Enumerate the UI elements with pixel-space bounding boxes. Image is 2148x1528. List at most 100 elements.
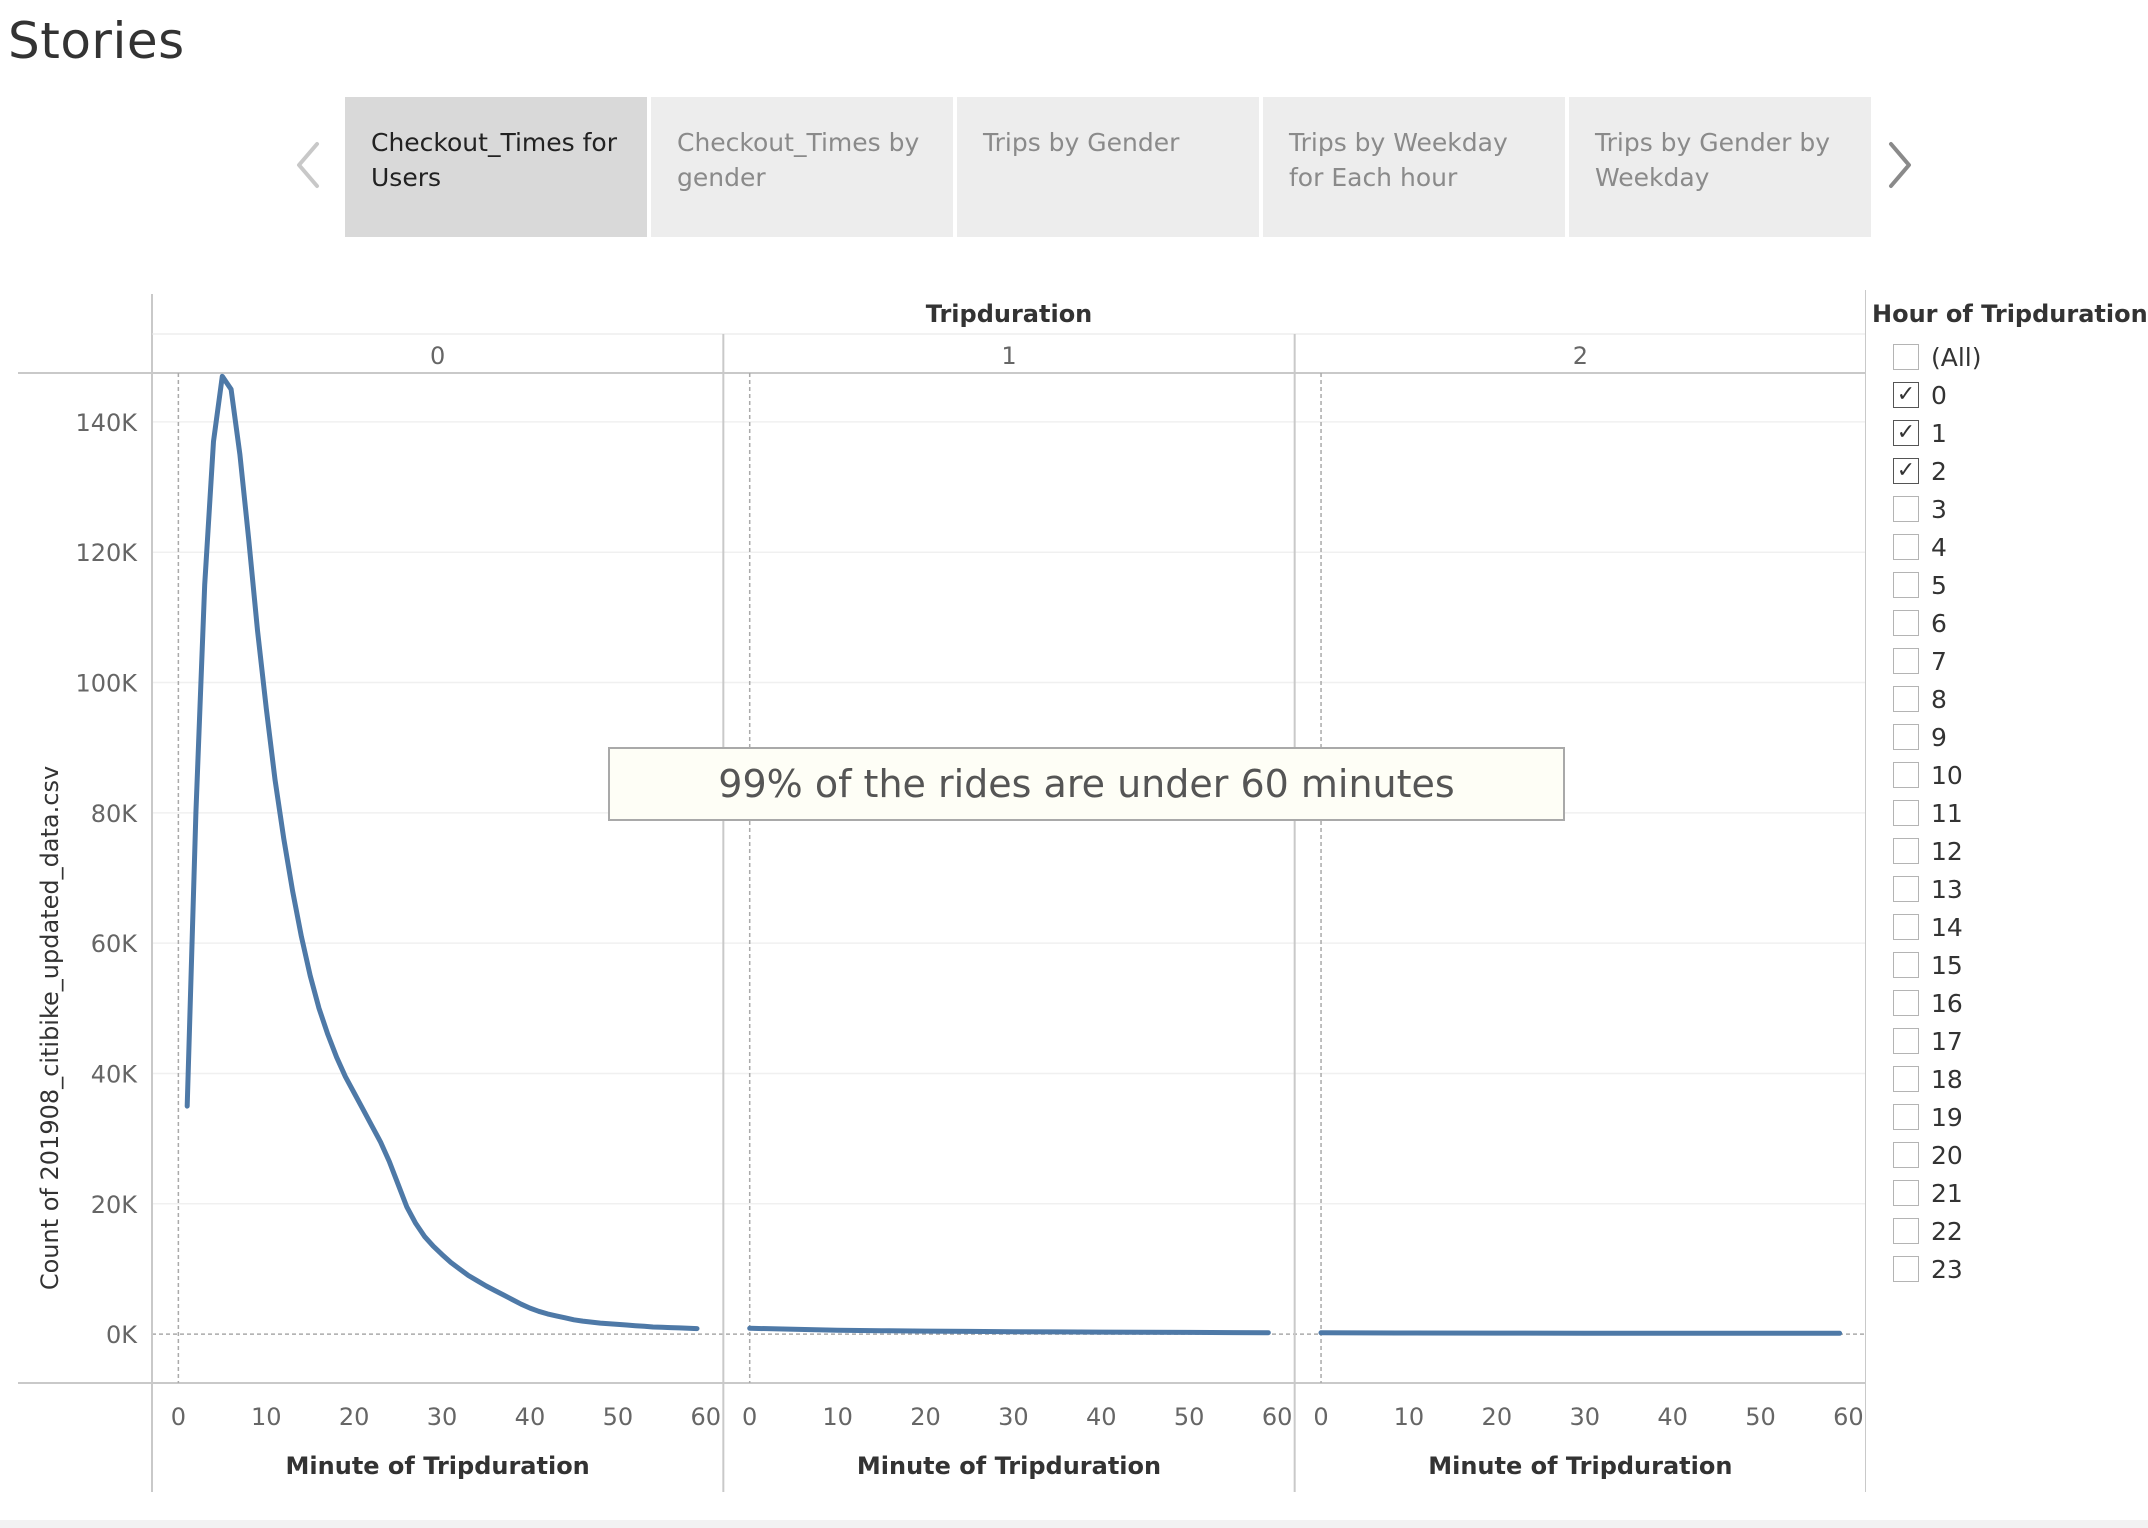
story-tab-trips-by-gender[interactable]: Trips by Gender <box>957 97 1259 237</box>
checkbox[interactable] <box>1893 572 1919 598</box>
x-tick-label: 20 <box>1482 1403 1513 1431</box>
y-tick-label: 60K <box>91 930 139 958</box>
checkbox[interactable] <box>1893 1256 1919 1282</box>
x-tick-label: 50 <box>1745 1403 1776 1431</box>
story-next-arrow[interactable] <box>1885 140 1915 190</box>
checkbox[interactable] <box>1893 534 1919 560</box>
legend-item-19[interactable]: 19 <box>1872 1098 2148 1136</box>
legend-item-21[interactable]: 21 <box>1872 1174 2148 1212</box>
checkbox[interactable] <box>1893 648 1919 674</box>
checkbox[interactable] <box>1893 1028 1919 1054</box>
legend-item-14[interactable]: 14 <box>1872 908 2148 946</box>
legend-item-15[interactable]: 15 <box>1872 946 2148 984</box>
legend-items: (All) ✓ 0 ✓ 1 ✓ 2 3 4 5 6 7 8 9 10 11 12 13 14 15 16 17 18 19 20… <box>1872 338 2148 1288</box>
checkbox[interactable]: ✓ <box>1893 382 1919 408</box>
legend-item-7[interactable]: 7 <box>1872 642 2148 680</box>
checkbox[interactable] <box>1893 914 1919 940</box>
legend-item-label: 0 <box>1931 380 1947 410</box>
checkbox[interactable] <box>1893 762 1919 788</box>
x-tick-label: 60 <box>1262 1403 1293 1431</box>
legend-item-label: 2 <box>1931 456 1947 486</box>
page-title: Stories <box>8 12 185 70</box>
y-tick-label: 80K <box>91 800 139 828</box>
checkbox[interactable] <box>1893 876 1919 902</box>
x-tick-label: 30 <box>1569 1403 1600 1431</box>
checkbox[interactable] <box>1893 952 1919 978</box>
legend-item-1[interactable]: ✓ 1 <box>1872 414 2148 452</box>
legend-item-18[interactable]: 18 <box>1872 1060 2148 1098</box>
legend-item-label: 8 <box>1931 684 1947 714</box>
story-tab-trips-gender-weekday[interactable]: Trips by Gender by Weekday <box>1569 97 1871 237</box>
legend-item-0[interactable]: ✓ 0 <box>1872 376 2148 414</box>
legend-item-2[interactable]: ✓ 2 <box>1872 452 2148 490</box>
x-tick-label: 60 <box>1833 1403 1864 1431</box>
legend-item-16[interactable]: 16 <box>1872 984 2148 1022</box>
checkbox[interactable] <box>1893 1218 1919 1244</box>
chevron-right-icon <box>1889 142 1911 188</box>
legend-item-17[interactable]: 17 <box>1872 1022 2148 1060</box>
legend-item-label: 20 <box>1931 1140 1963 1170</box>
legend-item-20[interactable]: 20 <box>1872 1136 2148 1174</box>
legend-item-11[interactable]: 11 <box>1872 794 2148 832</box>
checkbox[interactable] <box>1893 1180 1919 1206</box>
legend-item-5[interactable]: 5 <box>1872 566 2148 604</box>
checkbox[interactable] <box>1893 610 1919 636</box>
x-tick-label: 10 <box>251 1403 282 1431</box>
x-tick-label: 0 <box>171 1403 186 1431</box>
legend-item-label: 7 <box>1931 646 1947 676</box>
x-axis-label: Minute of Tripduration <box>1428 1452 1732 1480</box>
column-header-title: Tripduration <box>926 300 1093 328</box>
checkbox[interactable] <box>1893 800 1919 826</box>
legend-item-label: 11 <box>1931 798 1963 828</box>
x-tick-label: 40 <box>1657 1403 1688 1431</box>
legend-item-label: 13 <box>1931 874 1963 904</box>
story-tabs: Checkout_Times for Users Checkout_Times … <box>345 97 1871 237</box>
checkbox[interactable] <box>1893 686 1919 712</box>
legend-item-label: 1 <box>1931 418 1947 448</box>
legend-item-all[interactable]: (All) <box>1872 338 2148 376</box>
x-tick-label: 20 <box>339 1403 370 1431</box>
checkbox[interactable] <box>1893 1066 1919 1092</box>
x-axis-label: Minute of Tripduration <box>857 1452 1161 1480</box>
legend-item-6[interactable]: 6 <box>1872 604 2148 642</box>
legend-filter: Hour of Tripduration (All) ✓ 0 ✓ 1 ✓ 2 3 4 5 6 7 8 9 1… <box>1872 300 2148 1288</box>
legend-item-label: 3 <box>1931 494 1947 524</box>
x-tick-label: 10 <box>1394 1403 1425 1431</box>
legend-item-4[interactable]: 4 <box>1872 528 2148 566</box>
x-tick-label: 50 <box>1174 1403 1205 1431</box>
legend-item-12[interactable]: 12 <box>1872 832 2148 870</box>
checkbox[interactable]: ✓ <box>1893 458 1919 484</box>
legend-item-label: 5 <box>1931 570 1947 600</box>
story-prev-arrow[interactable] <box>293 140 323 190</box>
story-tab-checkout-times-gender[interactable]: Checkout_Times by gender <box>651 97 953 237</box>
checkbox[interactable] <box>1893 1104 1919 1130</box>
checkbox[interactable] <box>1893 724 1919 750</box>
x-tick-label: 30 <box>427 1403 458 1431</box>
legend-item-23[interactable]: 23 <box>1872 1250 2148 1288</box>
legend-item-22[interactable]: 22 <box>1872 1212 2148 1250</box>
legend-item-label: 19 <box>1931 1102 1963 1132</box>
legend-item-10[interactable]: 10 <box>1872 756 2148 794</box>
x-tick-label: 30 <box>998 1403 1029 1431</box>
legend-item-3[interactable]: 3 <box>1872 490 2148 528</box>
checkbox[interactable] <box>1893 838 1919 864</box>
x-tick-label: 60 <box>690 1403 721 1431</box>
x-tick-label: 50 <box>603 1403 634 1431</box>
legend-item-8[interactable]: 8 <box>1872 680 2148 718</box>
legend-item-label: 6 <box>1931 608 1947 638</box>
checkbox[interactable] <box>1893 496 1919 522</box>
checkbox[interactable] <box>1893 344 1919 370</box>
checkbox[interactable] <box>1893 1142 1919 1168</box>
legend-item-9[interactable]: 9 <box>1872 718 2148 756</box>
legend-item-label: 21 <box>1931 1178 1963 1208</box>
story-tab-checkout-times-users[interactable]: Checkout_Times for Users <box>345 97 647 237</box>
checkbox[interactable]: ✓ <box>1893 420 1919 446</box>
checkmark-icon: ✓ <box>1896 420 1916 445</box>
series-line-panel-0 <box>184 373 700 1332</box>
x-tick-label: 40 <box>515 1403 546 1431</box>
legend-item-13[interactable]: 13 <box>1872 870 2148 908</box>
y-tick-label: 140K <box>75 409 138 437</box>
panel-header-label: 0 <box>430 342 445 370</box>
story-tab-trips-weekday-hour[interactable]: Trips by Weekday for Each hour <box>1263 97 1565 237</box>
checkbox[interactable] <box>1893 990 1919 1016</box>
